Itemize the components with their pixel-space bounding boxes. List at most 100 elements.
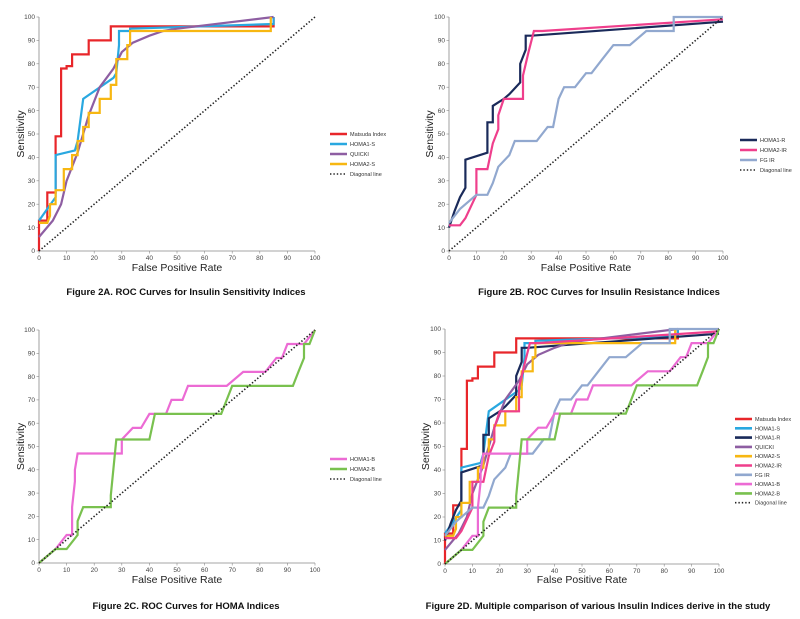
y-tick-label: 40 — [438, 155, 446, 162]
x-tick-label: 70 — [229, 255, 237, 262]
legend-label: Diagonal line — [755, 501, 787, 507]
y-tick-label: 60 — [28, 420, 36, 427]
y-tick-label: 50 — [28, 131, 36, 138]
y-tick-label: 100 — [24, 14, 35, 21]
y-tick-label: 10 — [28, 537, 36, 544]
x-tick-label: 30 — [118, 255, 126, 262]
y-tick-label: 60 — [434, 420, 442, 427]
series-line — [38, 17, 275, 222]
x-tick-label: 50 — [582, 255, 590, 262]
figure-caption: Figure 2B. ROC Curves for Insulin Resist… — [478, 287, 720, 298]
y-tick-label: 40 — [434, 467, 442, 474]
x-tick-label: 90 — [284, 255, 292, 262]
x-tick-label: 50 — [173, 255, 181, 262]
x-axis-title: False Positive Rate — [541, 262, 632, 274]
y-tick-label: 30 — [28, 490, 36, 497]
legend-label: HOMA1-S — [350, 142, 375, 148]
y-tick-label: 70 — [434, 397, 442, 404]
y-tick-label: 60 — [28, 108, 36, 115]
series-line — [444, 327, 679, 551]
y-tick-label: 90 — [434, 350, 442, 357]
x-tick-label: 50 — [173, 567, 181, 574]
legend-label: Diagonal line — [760, 168, 792, 174]
series-line — [38, 329, 316, 564]
legend-label: Matsuda Index — [350, 132, 386, 138]
y-tick-label: 20 — [434, 514, 442, 521]
x-axis-title: False Positive Rate — [132, 574, 223, 586]
y-tick-label: 20 — [438, 201, 446, 208]
panel-2b: 0 10 20 30 40 50 60 70 80 90 100 0 10 20 30 40 50 60 70 80 9… — [424, 14, 792, 298]
panel-2d: 0 10 20 30 40 50 60 70 80 90 100 0 10 20 30 40 50 60 70 80 9… — [420, 326, 791, 612]
y-tick-label: 50 — [438, 131, 446, 138]
y-tick-label: 80 — [434, 373, 442, 380]
y-tick-label: 70 — [438, 84, 446, 91]
x-tick-label: 60 — [201, 567, 209, 574]
series-line — [444, 328, 720, 565]
y-axis-title: Sensitivity — [424, 110, 436, 158]
series-line — [444, 329, 680, 535]
y-tick-label: 20 — [28, 201, 36, 208]
legend-label: HOMA2-IR — [760, 148, 787, 154]
x-tick-label: 0 — [443, 568, 447, 575]
y-tick-label: 0 — [441, 248, 445, 255]
y-tick-label: 50 — [28, 444, 36, 451]
y-tick-label: 100 — [434, 14, 445, 21]
y-tick-label: 30 — [434, 491, 442, 498]
y-tick-label: 90 — [28, 38, 36, 45]
series-line — [38, 329, 316, 564]
x-tick-label: 20 — [91, 567, 99, 574]
series-line — [39, 17, 272, 224]
x-tick-label: 70 — [633, 568, 641, 575]
y-tick-label: 30 — [28, 178, 36, 185]
x-tick-label: 80 — [256, 255, 264, 262]
x-tick-label: 90 — [692, 255, 700, 262]
y-tick-label: 10 — [434, 538, 442, 545]
x-tick-label: 80 — [256, 567, 264, 574]
series-line — [443, 329, 680, 564]
x-tick-label: 40 — [146, 255, 154, 262]
x-tick-label: 0 — [37, 255, 41, 262]
series-line — [38, 329, 317, 564]
legend-label: QUICKI — [350, 152, 369, 158]
x-axis-title: False Positive Rate — [537, 574, 628, 586]
y-tick-label: 10 — [438, 225, 446, 232]
x-tick-label: 10 — [63, 567, 71, 574]
x-tick-label: 0 — [447, 255, 451, 262]
x-tick-label: 40 — [555, 255, 563, 262]
y-axis-title: Sensitivity — [15, 110, 27, 158]
series-line — [445, 329, 677, 537]
series-line — [443, 332, 720, 541]
x-tick-label: 60 — [610, 255, 618, 262]
legend-label: HOMA1-R — [755, 436, 780, 442]
x-tick-label: 80 — [661, 568, 669, 575]
x-tick-label: 30 — [524, 568, 532, 575]
x-tick-label: 20 — [500, 255, 508, 262]
x-tick-label: 60 — [606, 568, 614, 575]
y-tick-label: 90 — [438, 38, 446, 45]
x-tick-label: 100 — [310, 567, 321, 574]
series-line — [444, 327, 719, 537]
legend-label: HOMA1-R — [760, 138, 785, 144]
legend-label: QUICKI — [755, 445, 774, 451]
x-tick-label: 40 — [551, 568, 559, 575]
y-tick-label: 10 — [28, 225, 36, 232]
x-tick-label: 50 — [578, 568, 586, 575]
legend-label: HOMA2-S — [350, 162, 375, 168]
x-tick-label: 40 — [146, 567, 154, 574]
y-tick-label: 100 — [24, 327, 35, 334]
legend-label: FG IR — [760, 158, 775, 164]
x-tick-label: 100 — [310, 255, 321, 262]
y-tick-label: 80 — [438, 61, 446, 68]
series-line — [37, 17, 275, 251]
series-line — [447, 20, 724, 228]
legend-label: HOMA1-B — [755, 482, 780, 488]
series-line — [448, 15, 723, 224]
x-tick-label: 90 — [284, 567, 292, 574]
legend-label: HOMA2-S — [755, 454, 780, 460]
x-tick-label: 70 — [637, 255, 645, 262]
x-tick-label: 60 — [201, 255, 209, 262]
y-tick-label: 0 — [437, 561, 441, 568]
y-tick-label: 60 — [438, 108, 446, 115]
legend-label: HOMA1-S — [755, 426, 780, 432]
